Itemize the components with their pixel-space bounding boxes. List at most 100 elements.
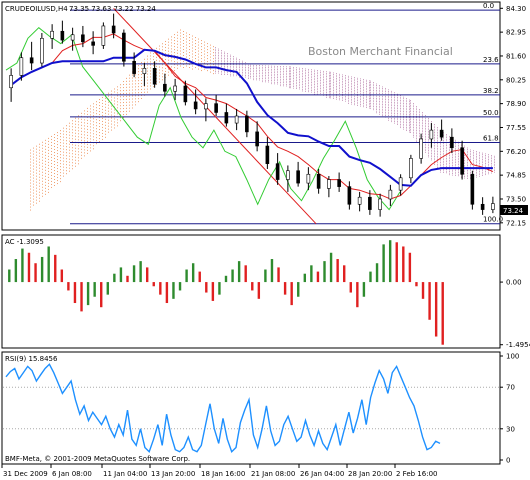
cloud-dot: [141, 79, 142, 81]
cloud-dot: [440, 150, 441, 152]
cloud-dot: [428, 145, 429, 147]
cloud-dot: [245, 71, 246, 73]
cloud-dot: [369, 99, 370, 101]
cloud-dot: [63, 148, 64, 150]
cloud-dot: [354, 91, 355, 93]
cloud-dot: [277, 65, 278, 67]
cloud-dot: [403, 122, 404, 124]
ac-bar: [244, 265, 247, 283]
cloud-dot: [482, 173, 483, 175]
time-axis-label: 18 Jan 16:00: [201, 470, 245, 478]
cloud-dot: [388, 89, 389, 91]
cloud-dot: [443, 164, 444, 165]
cloud-dot: [120, 108, 121, 110]
cloud-dot: [153, 59, 154, 61]
cloud-dot: [376, 110, 377, 112]
cloud-dot: [221, 74, 222, 75]
cloud-dot: [388, 92, 389, 94]
bar-body: [29, 57, 34, 64]
cloud-dot: [458, 162, 459, 164]
cloud-dot: [376, 106, 377, 107]
cloud-dot: [434, 154, 435, 156]
cloud-dot: [230, 67, 231, 69]
cloud-dot: [227, 65, 228, 67]
bar-body: [491, 203, 495, 210]
cloud-dot: [75, 135, 76, 137]
cloud-dot: [150, 76, 151, 78]
cloud-dot: [105, 115, 106, 117]
cloud-dot: [437, 146, 438, 148]
cloud-dot: [60, 181, 61, 183]
cloud-dot: [230, 59, 231, 61]
cloud-dot: [180, 29, 181, 31]
cloud-dot: [123, 108, 124, 110]
cloud-dot: [280, 74, 281, 75]
cloud-dot: [256, 76, 257, 78]
cloud-dot: [339, 77, 340, 78]
ac-bar: [185, 269, 188, 283]
cloud-dot: [63, 160, 64, 162]
cloud-dot: [473, 156, 474, 158]
ac-bar: [323, 261, 326, 283]
cloud-dot: [330, 83, 331, 84]
cloud-dot: [256, 69, 257, 71]
cloud-dot: [259, 77, 260, 79]
cloud-dot: [30, 194, 31, 196]
cloud-dot: [348, 75, 349, 77]
cloud-dot: [437, 136, 438, 138]
cloud-dot: [403, 96, 404, 98]
price-bar: [296, 161, 300, 187]
cloud-dot: [479, 171, 480, 172]
cloud-dot: [54, 179, 55, 181]
cloud-dot: [397, 109, 398, 111]
cloud-dot: [296, 73, 297, 75]
cloud-dot: [66, 152, 67, 154]
cloud-dot: [42, 186, 43, 188]
cloud-dot: [473, 150, 474, 152]
cloud-dot: [132, 74, 133, 76]
cloud-dot: [437, 155, 438, 157]
cloud-dot: [416, 114, 417, 115]
cloud-dot: [42, 165, 43, 167]
cloud-dot: [345, 78, 346, 80]
cloud-dot: [99, 108, 100, 110]
cloud-dot: [168, 56, 169, 58]
cloud-dot: [120, 90, 121, 92]
cloud-dot: [440, 158, 441, 160]
cloud-dot: [428, 143, 429, 145]
cloud-dot: [452, 166, 453, 168]
cloud-dot: [434, 140, 435, 141]
cloud-dot: [317, 81, 318, 83]
cloud-dot: [455, 141, 456, 143]
cloud-dot: [376, 98, 377, 99]
cloud-dot: [192, 38, 193, 40]
cloud-dot: [277, 81, 278, 83]
cloud-dot: [123, 111, 124, 113]
cloud-dot: [60, 148, 61, 150]
cloud-dot: [333, 83, 334, 85]
cloud-dot: [192, 35, 193, 37]
price-bar: [470, 170, 475, 210]
cloud-dot: [416, 130, 417, 131]
cloud-dot: [135, 92, 136, 94]
cloud-dot: [177, 55, 178, 57]
cloud-dot: [351, 100, 352, 102]
cloud-dot: [51, 135, 52, 137]
cloud-dot: [90, 126, 91, 128]
cloud-dot: [290, 71, 291, 73]
cloud-dot: [274, 77, 275, 78]
cloud-dot: [174, 40, 175, 42]
cloud-dot: [446, 150, 447, 151]
cloud-dot: [406, 122, 407, 123]
cloud-dot: [360, 92, 361, 94]
cloud-dot: [117, 104, 118, 106]
cloud-dot: [233, 56, 234, 58]
cloud-dot: [440, 160, 441, 162]
cloud-dot: [227, 53, 228, 54]
cloud-dot: [434, 164, 435, 165]
cloud-dot: [470, 165, 471, 167]
cloud-dot: [180, 65, 181, 67]
bar-body: [429, 129, 434, 140]
cloud-dot: [434, 146, 435, 148]
cloud-dot: [233, 75, 234, 77]
